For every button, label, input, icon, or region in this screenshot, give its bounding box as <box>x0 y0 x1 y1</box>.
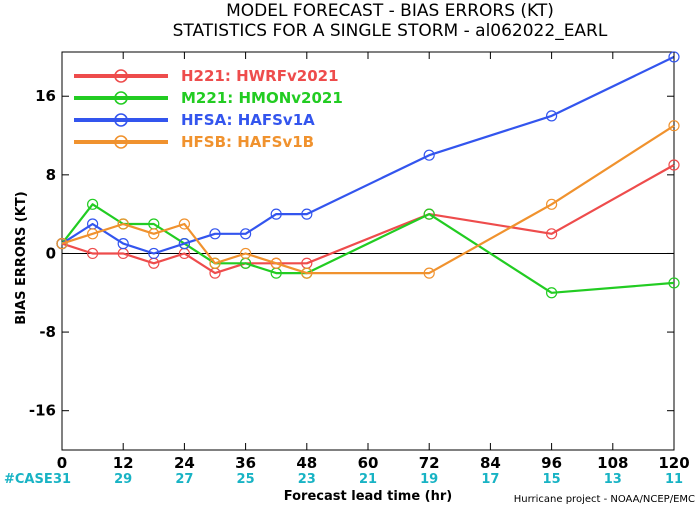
legend-swatch-marker <box>114 135 128 149</box>
data-point <box>56 238 68 250</box>
data-point <box>668 51 680 63</box>
data-point <box>668 277 680 289</box>
x-tick-label: 120 <box>658 454 689 472</box>
legend-swatch-marker <box>114 69 128 83</box>
y-tick-label: 0 <box>46 244 56 262</box>
case-count: 13 <box>604 472 622 487</box>
chart-title-line1: MODEL FORECAST - BIAS ERRORS (KT) <box>226 1 554 21</box>
x-axis-label: Forecast lead time (hr) <box>284 489 452 504</box>
legend: H221: HWRFv2021 M221: HMONv2021 HFSA: HAFS… <box>74 67 343 151</box>
legend-swatch-marker <box>114 91 128 105</box>
case-count: 29 <box>114 472 132 487</box>
data-point <box>209 228 221 240</box>
legend-label: M221: HMONv2021 <box>181 89 343 107</box>
data-point <box>545 287 558 299</box>
x-tick-label: 36 <box>235 454 256 472</box>
case-counts: 31 29 27 25 23 21 19 17 15 13 11 <box>53 472 683 487</box>
x-tick-label: 24 <box>174 454 195 472</box>
data-point <box>148 228 160 240</box>
case-count: 17 <box>481 472 499 487</box>
credit-text: Hurricane project - NOAA/NCEP/EMC <box>514 494 695 505</box>
data-point <box>178 218 190 230</box>
data-point <box>270 208 282 220</box>
x-tick-label: 96 <box>541 454 562 472</box>
case-count: 31 <box>53 472 71 487</box>
case-count: 27 <box>175 472 193 487</box>
case-count: 15 <box>543 472 561 487</box>
tick-layer: -16 -8 0 8 16 0 12 24 36 48 60 72 84 96 108 120 <box>29 52 690 472</box>
data-point <box>270 257 282 269</box>
data-point <box>545 228 558 240</box>
plot-frame <box>61 51 675 451</box>
chart-title-line2: STATISTICS FOR A SINGLE STORM - al062022… <box>173 21 608 41</box>
series-group <box>56 51 680 260</box>
series-line <box>61 203 675 294</box>
data-point <box>86 198 99 210</box>
data-point <box>240 228 252 240</box>
x-tick-label: 72 <box>419 454 440 472</box>
legend-swatch-marker <box>114 113 128 127</box>
data-point <box>545 198 558 210</box>
case-count: 25 <box>237 472 255 487</box>
legend-label: H221: HWRFv2021 <box>181 67 339 85</box>
plot-layer <box>56 51 680 299</box>
case-count: 23 <box>298 472 316 487</box>
data-point <box>148 247 160 260</box>
y-tick-label: 8 <box>46 166 56 184</box>
data-point <box>117 238 129 250</box>
legend-label: HFSA: HAFSv1A <box>181 111 315 129</box>
case-label: #CASE <box>4 472 53 487</box>
x-tick-label: 108 <box>597 454 628 472</box>
data-point <box>178 238 190 250</box>
x-tick-label: 84 <box>480 454 501 472</box>
data-point <box>209 257 221 269</box>
case-count: 11 <box>665 472 683 487</box>
y-tick-label: -8 <box>39 323 56 341</box>
y-tick-label: -16 <box>29 402 56 420</box>
case-count: 21 <box>359 472 377 487</box>
series-line <box>61 55 675 255</box>
y-tick-label: 16 <box>35 87 56 105</box>
data-point <box>301 208 313 220</box>
x-tick-label: 48 <box>296 454 317 472</box>
case-count: 19 <box>420 472 438 487</box>
data-point <box>668 159 680 171</box>
data-point <box>423 208 435 220</box>
data-point <box>240 247 252 260</box>
data-point <box>86 228 99 240</box>
data-point <box>117 218 129 230</box>
series-line <box>61 124 675 275</box>
data-point <box>545 110 558 122</box>
legend-label: HFSB: HAFSv1B <box>181 133 314 151</box>
x-tick-label: 12 <box>113 454 134 472</box>
series-group <box>56 159 680 279</box>
x-tick-label: 0 <box>57 454 67 472</box>
x-tick-label: 60 <box>358 454 379 472</box>
data-point <box>86 247 99 260</box>
data-point <box>423 267 435 279</box>
series-group <box>56 120 680 279</box>
data-point <box>423 149 435 161</box>
data-point <box>301 267 313 279</box>
data-point <box>668 120 680 132</box>
y-axis-label: BIAS ERRORS (KT) <box>14 191 29 324</box>
